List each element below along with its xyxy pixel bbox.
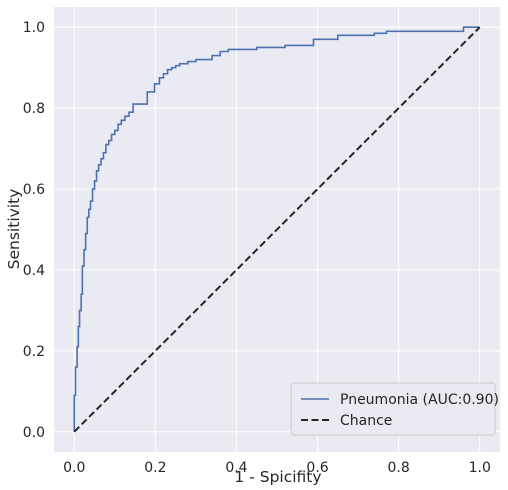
chance-line: [73, 26, 481, 433]
x-axis-label: 1 - Spicifity: [234, 468, 321, 486]
y-tick-label: 0.0: [23, 425, 45, 441]
legend: Pneumonia (AUC:0.90) Chance: [290, 382, 499, 436]
grid: [54, 7, 500, 452]
x-tick-label: 0.0: [63, 460, 85, 476]
roc-curve-pneumonia: [73, 26, 480, 432]
x-tick-label: 0.8: [388, 460, 410, 476]
y-tick-label: 1.0: [23, 20, 45, 36]
x-tick-label: 0.6: [306, 460, 328, 476]
y-tick-label: 0.8: [23, 101, 45, 117]
series-layer: [73, 26, 481, 433]
x-tick-label: 0.4: [225, 460, 247, 476]
y-axis-ticks: 0.0 0.2 0.4 0.6 0.8 1.0: [23, 20, 45, 441]
legend-box: [290, 382, 496, 436]
x-tick-label: 0.2: [144, 460, 166, 476]
y-tick-label: 0.2: [23, 344, 45, 360]
y-tick-label: 0.6: [23, 182, 45, 198]
x-axis-ticks: 0.0 0.2 0.4 0.6 0.8 1.0: [63, 460, 491, 476]
legend-label-chance: Chance: [340, 413, 392, 429]
legend-label-pneumonia: Pneumonia (AUC:0.90): [340, 392, 499, 408]
x-tick-label: 1.0: [469, 460, 491, 476]
y-tick-label: 0.4: [23, 263, 45, 279]
y-axis-label: Sensitivity: [5, 189, 23, 270]
